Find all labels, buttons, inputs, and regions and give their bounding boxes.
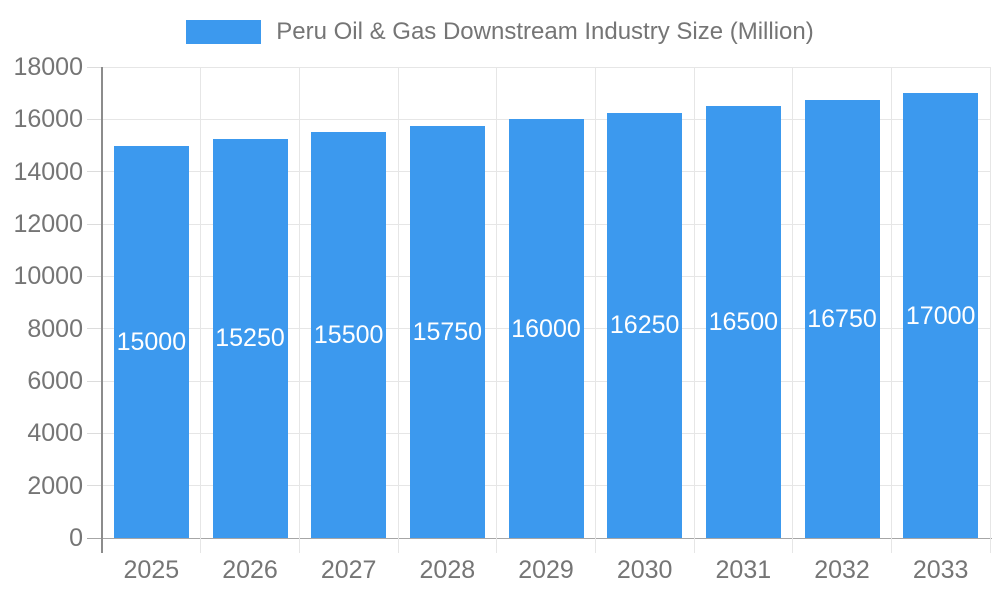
legend-label: Peru Oil & Gas Downstream Industry Size … [276,18,814,45]
bar [903,93,979,538]
bar [705,106,781,538]
x-axis-tick-label: 2033 [912,556,969,584]
x-axis-tick-label: 2029 [518,556,574,584]
x-gridline [693,67,695,553]
x-axis-tick-label: 2026 [222,556,278,584]
y-tick-mark [87,171,102,173]
y-axis-line [101,67,103,553]
y-tick-mark [87,485,102,487]
bar-value-label: 16000 [511,314,581,343]
bar-value-label: 15750 [412,317,483,346]
y-axis-tick-label: 12000 [13,210,83,238]
y-gridline [102,66,990,68]
y-axis-tick-label: 18000 [13,53,83,81]
x-gridline [594,67,596,553]
bar [409,125,485,538]
y-axis-tick-label: 4000 [27,419,83,448]
bar-value-label: 15000 [116,327,187,356]
y-axis-tick-label: 16000 [13,105,83,134]
x-gridline [792,67,794,553]
y-tick-mark [87,118,102,120]
y-axis-tick-label: 0 [69,524,83,552]
y-tick-mark [87,66,102,68]
bar-value-label: 15500 [313,321,384,350]
x-gridline [989,67,991,553]
bar-value-label: 16250 [609,311,680,340]
y-axis-tick-label: 8000 [27,314,83,343]
x-gridline [890,67,892,553]
y-axis-tick-label: 14000 [13,157,83,186]
x-gridline [397,67,399,553]
x-axis-tick-label: 2025 [123,556,180,584]
y-axis-tick-label: 2000 [27,471,83,500]
x-axis-tick-label: 2031 [715,556,772,584]
bar [311,132,387,538]
bar-value-label: 17000 [905,301,976,330]
x-gridline [200,67,202,553]
x-gridline [298,67,300,553]
x-gridline [496,67,498,553]
x-axis-tick-label: 2028 [419,556,476,584]
plot-area: 0 2000 4000 6000 8000 10000 12000 14000 16000 180… [13,53,992,584]
y-tick-mark [87,432,102,434]
bar [607,112,683,538]
bar [508,119,584,538]
bar-value-label: 16750 [807,304,877,333]
x-axis-tick-label: 2027 [320,556,377,584]
legend-swatch [186,20,262,44]
y-gridline [102,118,990,120]
bar [113,145,189,538]
x-axis-baseline [87,537,992,539]
bar-value-label: 15250 [215,324,285,353]
y-tick-mark [87,223,102,225]
y-tick-mark [87,380,102,382]
bar [804,99,880,538]
y-axis-tick-label: 10000 [13,262,83,291]
bar-value-label: 16500 [708,308,779,337]
y-tick-mark [87,275,102,277]
x-axis-tick-label: 2032 [814,556,870,584]
bar [212,138,288,538]
chart-legend: Peru Oil & Gas Downstream Industry Size … [0,18,1000,46]
x-axis-tick-label: 2030 [616,556,673,584]
y-tick-mark [87,328,102,330]
y-axis-tick-label: 6000 [27,367,83,395]
